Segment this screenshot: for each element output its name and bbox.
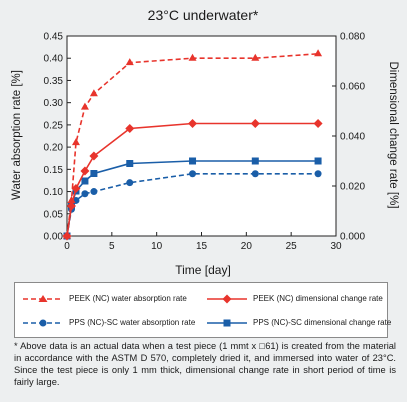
- data-point: [251, 170, 259, 178]
- data-point: [71, 138, 80, 146]
- legend: PEEK (NC) water absorption rate PEEK (NC…: [14, 282, 392, 338]
- data-point: [314, 157, 322, 165]
- legend-swatch-pps-dimensional: [207, 319, 247, 327]
- x-axis: 0 5 10 15 20 25 30: [64, 232, 342, 252]
- y-right-tick-label: 0.020: [340, 182, 365, 193]
- data-point: [80, 102, 89, 110]
- data-point: [189, 170, 197, 178]
- data-point: [126, 160, 134, 167]
- data-point: [81, 190, 89, 198]
- y-left-tick-label: 0.15: [44, 165, 64, 176]
- chart-svg: 23°C underwater* 0.00 0.05 0.10 0.15 0.20 0.2…: [11, 7, 399, 277]
- legend-label-peek-dimensional: PEEK (NC) dimensional change rate: [253, 294, 383, 303]
- data-point: [90, 170, 98, 177]
- data-point: [251, 53, 260, 61]
- data-point: [63, 231, 71, 239]
- legend-swatches: [23, 294, 247, 327]
- x-tick-label: 5: [109, 241, 115, 252]
- y-left-tick-label: 0.00: [44, 232, 64, 243]
- data-point: [313, 119, 323, 128]
- y-axis-right-label: Dimensional change rate [%]: [387, 61, 399, 208]
- data-point: [314, 170, 322, 178]
- x-tick-label: 30: [330, 241, 342, 252]
- data-point: [66, 201, 76, 211]
- y-axis-right: 0.000 0.020 0.040 0.060 0.080: [332, 32, 365, 243]
- x-tick-label: 15: [196, 241, 208, 252]
- data-point: [67, 195, 76, 203]
- x-tick-label: 25: [286, 241, 298, 252]
- data-point: [314, 49, 323, 57]
- legend-swatch-peek-dimensional: [207, 294, 247, 304]
- data-point: [126, 179, 134, 187]
- x-tick-label: 0: [64, 241, 70, 252]
- legend-swatch-pps-water: [23, 319, 63, 327]
- y-left-tick-label: 0.05: [44, 209, 64, 220]
- data-point: [188, 119, 198, 128]
- y-right-tick-label: 0.060: [340, 82, 365, 93]
- data-point: [89, 151, 99, 161]
- data-point: [125, 58, 134, 66]
- legend-label-pps-dimensional: PPS (NC)-SC dimensional change rate: [253, 318, 392, 327]
- y-left-tick-label: 0.45: [44, 32, 64, 43]
- data-point: [251, 157, 259, 165]
- y-right-tick-label: 0.000: [340, 232, 365, 243]
- legend-label-pps-water: PPS (NC)-SC water absorption rate: [69, 318, 196, 327]
- y-left-tick-label: 0.10: [44, 187, 64, 198]
- chart-title: 23°C underwater*: [148, 7, 259, 23]
- data-point: [125, 124, 135, 133]
- footnote: * Above data is an actual data when a te…: [14, 341, 396, 387]
- legend-swatch-peek-water: [23, 295, 63, 302]
- series-layer: [62, 49, 323, 241]
- plot-frame: [66, 35, 337, 237]
- data-point: [89, 89, 98, 97]
- x-axis-label: Time [day]: [175, 263, 231, 277]
- y-right-tick-label: 0.040: [340, 132, 365, 143]
- data-point: [71, 184, 81, 193]
- y-left-tick-label: 0.30: [44, 98, 64, 109]
- y-right-tick-label: 0.080: [340, 32, 365, 43]
- y-axis-left: 0.00 0.05 0.10 0.15 0.20 0.25 0.30 0.35 0.40 0.45: [44, 32, 71, 243]
- x-tick-label: 20: [241, 241, 253, 252]
- data-point: [250, 119, 260, 128]
- y-left-tick-label: 0.20: [44, 143, 64, 154]
- data-point: [90, 188, 98, 196]
- y-left-tick-label: 0.25: [44, 120, 64, 131]
- y-left-tick-label: 0.40: [44, 54, 64, 65]
- y-left-tick-label: 0.35: [44, 76, 64, 87]
- y-axis-left-label: Water absorption rate [%]: [11, 70, 23, 200]
- data-point: [80, 166, 90, 176]
- data-point: [81, 177, 89, 185]
- legend-label-peek-water: PEEK (NC) water absorption rate: [69, 294, 187, 303]
- data-point: [189, 157, 197, 165]
- x-tick-label: 10: [151, 241, 163, 252]
- plot-area: [66, 35, 337, 237]
- data-point: [188, 53, 197, 61]
- series-0: [63, 49, 323, 239]
